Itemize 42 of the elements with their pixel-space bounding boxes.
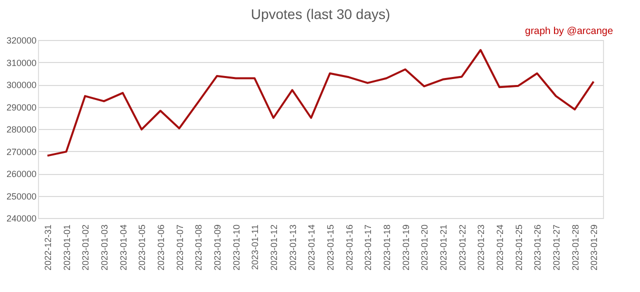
x-tick-label: 2023-01-28 (570, 224, 580, 271)
x-tick-label: 2023-01-16 (344, 224, 354, 271)
x-tick-label: 2023-01-04 (118, 224, 128, 271)
x-tick-label: 2023-01-29 (589, 224, 600, 271)
x-tick-label: 2023-01-15 (325, 224, 336, 271)
y-tick-label: 310000 (6, 58, 36, 68)
x-tick-label: 2023-01-07 (174, 224, 185, 271)
y-tick-label: 280000 (6, 124, 36, 134)
x-tick-label: 2023-01-12 (268, 224, 279, 271)
x-tick-label: 2023-01-01 (62, 224, 72, 271)
line-series (46, 49, 595, 157)
x-tick-label: 2023-01-22 (457, 224, 468, 271)
x-tick-label: 2023-01-26 (532, 224, 543, 271)
x-tick-label: 2023-01-21 (438, 224, 448, 271)
x-tick-label: 2022-12-31 (42, 224, 53, 271)
x-tick-label: 2023-01-27 (551, 224, 562, 271)
x-tick-label: 2023-01-25 (514, 224, 524, 271)
x-tick-label: 2023-01-19 (400, 224, 411, 271)
x-tick-label: 2023-01-24 (494, 224, 505, 271)
text: graph by @arcange (525, 26, 614, 37)
x-tick-label: 2023-01-10 (231, 224, 242, 271)
y-tick-label: 260000 (6, 169, 36, 179)
y-tick-label: 270000 (6, 146, 36, 157)
x-tick-label: 2023-01-02 (80, 224, 91, 271)
x-tick-label: 2023-01-09 (212, 224, 222, 271)
x-tick-label: 2023-01-17 (363, 224, 374, 271)
x-tick-label: 2023-01-20 (420, 224, 430, 271)
x-tick-label: 2023-01-23 (476, 224, 486, 271)
x-tick-label: 2023-01-11 (250, 224, 260, 270)
x-tick-label: 2023-01-18 (382, 224, 392, 271)
x-tick-label: 2023-01-14 (306, 224, 317, 271)
y-tick-label: 250000 (6, 191, 36, 202)
y-tick-label: 300000 (6, 80, 36, 90)
y-tick-label: 320000 (6, 36, 36, 46)
x-tick-label: 2023-01-06 (156, 224, 166, 271)
x-tick-label: 2023-01-08 (194, 224, 204, 271)
x-tick-label: 2023-01-03 (99, 224, 110, 271)
y-tick-label: 240000 (6, 214, 36, 224)
chart-title: Upvotes (last 30 days) (250, 6, 390, 22)
y-tick-label: 290000 (6, 102, 36, 112)
x-tick-label: 2023-01-13 (288, 224, 298, 271)
x-tick-label: 2023-01-05 (137, 224, 148, 271)
